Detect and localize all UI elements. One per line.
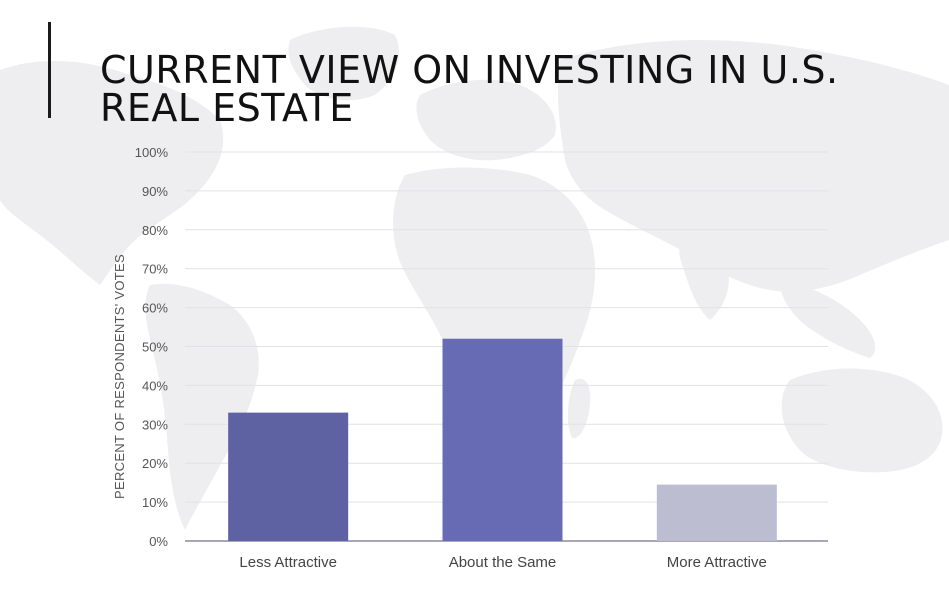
y-tick-label: 90% bbox=[142, 184, 168, 199]
y-tick-label: 70% bbox=[142, 262, 168, 277]
bar-more-attractive bbox=[656, 484, 777, 541]
bars bbox=[228, 338, 777, 541]
map-southeast-asia bbox=[780, 280, 876, 358]
map-madagascar bbox=[567, 378, 591, 439]
x-category-label: Less Attractive bbox=[239, 554, 337, 571]
x-category-labels: Less Attractive About the Same More Attrac… bbox=[239, 554, 766, 571]
bar-less-attractive bbox=[228, 412, 349, 541]
y-tick-label: 100% bbox=[135, 145, 169, 160]
map-asia bbox=[557, 40, 949, 292]
y-tick-label: 40% bbox=[142, 378, 168, 393]
y-tick-label: 0% bbox=[149, 534, 168, 549]
map-australia bbox=[781, 368, 943, 473]
y-tick-label: 30% bbox=[142, 417, 168, 432]
map-north-america bbox=[0, 60, 224, 286]
x-category-label: More Attractive bbox=[667, 554, 767, 571]
map-greenland bbox=[288, 26, 399, 101]
chart-title: CURRENT VIEW ON INVESTING IN U.S. REAL E… bbox=[100, 48, 839, 131]
y-axis-title: PERCENT OF RESPONDENTS' VOTES bbox=[112, 254, 127, 499]
map-europe bbox=[416, 79, 556, 161]
map-south-america bbox=[145, 283, 259, 530]
y-tick-label: 60% bbox=[142, 301, 168, 316]
x-category-label: About the Same bbox=[449, 554, 557, 571]
map-india bbox=[679, 244, 729, 320]
y-tick-labels: 0% 10% 20% 30% 40% 50% 60% 70% 80% 90% 100% bbox=[135, 145, 169, 549]
y-tick-label: 50% bbox=[142, 340, 168, 355]
y-tick-label: 80% bbox=[142, 223, 168, 238]
title-accent-bar bbox=[48, 22, 51, 118]
y-tick-label: 20% bbox=[142, 456, 168, 471]
bar-about-the-same bbox=[442, 338, 563, 541]
y-tick-label: 10% bbox=[142, 495, 168, 510]
